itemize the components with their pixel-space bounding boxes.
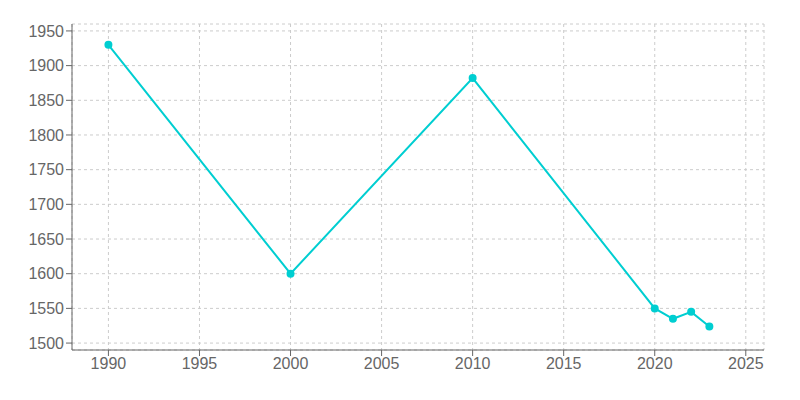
svg-text:2025: 2025 xyxy=(728,355,764,372)
svg-text:1900: 1900 xyxy=(28,57,64,74)
svg-text:1750: 1750 xyxy=(28,161,64,178)
svg-text:2015: 2015 xyxy=(546,355,582,372)
svg-text:1990: 1990 xyxy=(91,355,127,372)
svg-text:1550: 1550 xyxy=(28,300,64,317)
svg-text:2010: 2010 xyxy=(455,355,491,372)
svg-text:1700: 1700 xyxy=(28,196,64,213)
svg-text:2020: 2020 xyxy=(637,355,673,372)
svg-text:1650: 1650 xyxy=(28,231,64,248)
svg-text:1950: 1950 xyxy=(28,23,64,40)
svg-text:1995: 1995 xyxy=(182,355,218,372)
svg-text:1800: 1800 xyxy=(28,127,64,144)
svg-text:2005: 2005 xyxy=(364,355,400,372)
svg-text:1600: 1600 xyxy=(28,265,64,282)
svg-text:1500: 1500 xyxy=(28,335,64,352)
svg-text:1850: 1850 xyxy=(28,92,64,109)
svg-text:2000: 2000 xyxy=(273,355,309,372)
